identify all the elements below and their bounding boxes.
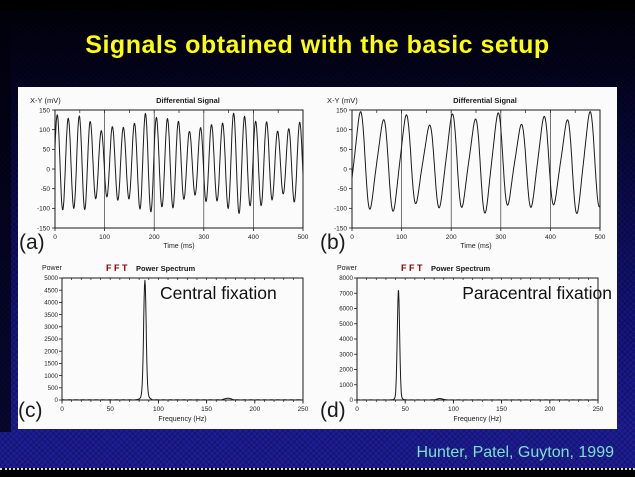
y-axis-label: Power bbox=[337, 265, 358, 272]
top-border-bar bbox=[0, 0, 635, 10]
x-tick-label: 0 bbox=[53, 234, 57, 241]
y-tick-label: 0 bbox=[350, 397, 354, 404]
panel-letter: (a) bbox=[19, 231, 45, 254]
y-tick-label: 1000 bbox=[339, 382, 353, 389]
chart-title: Power Spectrum bbox=[136, 264, 196, 273]
chart-c: Power FFT Power Spectrum Central fixation 0 5… bbox=[18, 263, 309, 423]
x-tick-label: 100 bbox=[99, 234, 110, 241]
y-tick-label: 2000 bbox=[44, 348, 58, 355]
x-tick-label: 0 bbox=[350, 234, 354, 241]
slide-title: Signals obtained with the basic setup bbox=[85, 31, 550, 59]
x-tick-label: 0 bbox=[355, 406, 359, 413]
x-tick-label: 200 bbox=[446, 234, 457, 241]
y-tick-label: 0 bbox=[55, 397, 59, 404]
y-tick-label: 150 bbox=[336, 107, 347, 114]
y-tick-label: 100 bbox=[39, 127, 50, 134]
x-tick-label: 100 bbox=[448, 406, 459, 413]
x-tick-label: 0 bbox=[60, 406, 64, 413]
y-tick-label: 2000 bbox=[339, 367, 353, 374]
y-tick-label: 0 bbox=[46, 166, 50, 173]
figure-panel: X-Y (mV) Differential Signal 150 100 50 0 -50-… bbox=[18, 87, 617, 429]
y-axis-label: X-Y (mV) bbox=[30, 96, 61, 105]
y-tick-label: 500 bbox=[48, 385, 59, 392]
y-tick-label: 0 bbox=[343, 166, 347, 173]
y-tick-label: -100 bbox=[37, 206, 50, 213]
x-tick-label: 400 bbox=[545, 234, 556, 241]
fixation-annotation: Paracentral fixation bbox=[462, 283, 612, 303]
y-tick-label: 100 bbox=[336, 127, 347, 134]
x-tick-label: 100 bbox=[153, 406, 164, 413]
y-tick-label: -50 bbox=[338, 186, 348, 193]
chart-b: X-Y (mV) Differential Signal150100500-50-… bbox=[320, 96, 606, 254]
chart-title: Differential Signal bbox=[156, 96, 220, 105]
x-tick-label: 300 bbox=[198, 234, 209, 241]
y-tick-label: 5000 bbox=[339, 321, 353, 328]
x-axis-label: Time (ms) bbox=[163, 243, 194, 250]
x-tick-label: 500 bbox=[298, 234, 309, 241]
x-tick-label: 500 bbox=[595, 234, 606, 241]
y-tick-label: 1500 bbox=[44, 361, 58, 368]
y-tick-label: 4000 bbox=[44, 300, 58, 307]
data-series-line bbox=[54, 112, 304, 214]
chart-d: Power FFT Power Spectrum Paracentral fixati… bbox=[320, 263, 612, 423]
y-tick-label: 3000 bbox=[44, 324, 58, 331]
y-tick-label: 50 bbox=[340, 147, 348, 154]
x-tick-label: 250 bbox=[298, 406, 309, 413]
y-tick-label: 2500 bbox=[44, 336, 58, 343]
fixation-annotation: Central fixation bbox=[160, 283, 277, 303]
y-tick-label: 1000 bbox=[44, 373, 58, 380]
y-tick-label: 6000 bbox=[339, 306, 353, 313]
y-axis-label: Power bbox=[42, 265, 63, 272]
data-series-line bbox=[356, 290, 599, 401]
y-axis-label: X-Y (mV) bbox=[327, 96, 358, 105]
y-tick-label: 5000 bbox=[44, 275, 58, 282]
y-tick-label: 8000 bbox=[339, 275, 353, 282]
x-tick-label: 300 bbox=[495, 234, 506, 241]
panel-letter: (b) bbox=[320, 231, 346, 254]
x-axis-label: Frequency (Hz) bbox=[453, 416, 501, 423]
x-tick-label: 50 bbox=[107, 406, 115, 413]
x-tick-label: 200 bbox=[149, 234, 160, 241]
x-tick-label: 250 bbox=[593, 406, 604, 413]
bottom-border-bar bbox=[0, 468, 635, 477]
panel-letter: (c) bbox=[18, 399, 43, 422]
y-tick-label: 7000 bbox=[339, 290, 353, 297]
panel-letter: (d) bbox=[320, 399, 346, 422]
x-tick-label: 200 bbox=[544, 406, 555, 413]
data-series-line bbox=[351, 111, 601, 214]
y-tick-label: 3500 bbox=[44, 312, 58, 319]
y-tick-label: 50 bbox=[43, 147, 51, 154]
y-tick-label: 4000 bbox=[339, 336, 353, 343]
data-series-line bbox=[61, 279, 304, 401]
y-tick-label: -150 bbox=[334, 225, 347, 232]
x-tick-label: 150 bbox=[496, 406, 507, 413]
x-tick-label: 400 bbox=[248, 234, 259, 241]
x-tick-label: 50 bbox=[402, 406, 410, 413]
y-tick-label: -150 bbox=[37, 225, 50, 232]
y-tick-label: 150 bbox=[39, 107, 50, 114]
chart-title: Differential Signal bbox=[453, 96, 517, 105]
y-tick-label: -100 bbox=[334, 206, 347, 213]
x-axis-label: Time (ms) bbox=[460, 243, 491, 250]
x-tick-label: 200 bbox=[249, 406, 260, 413]
fft-label: FFT bbox=[106, 263, 130, 273]
left-shadow-strip bbox=[0, 10, 11, 432]
x-tick-label: 150 bbox=[201, 406, 212, 413]
chart-a: X-Y (mV) Differential Signal150100500-50-… bbox=[19, 96, 309, 254]
y-tick-label: 3000 bbox=[339, 351, 353, 358]
x-tick-label: 100 bbox=[396, 234, 407, 241]
x-axis-label: Frequency (Hz) bbox=[158, 416, 206, 423]
citation-text: Hunter, Patel, Guyton, 1999 bbox=[416, 444, 614, 461]
fft-label: FFT bbox=[401, 263, 425, 273]
y-tick-label: 4500 bbox=[44, 287, 58, 294]
chart-title: Power Spectrum bbox=[431, 264, 491, 273]
y-tick-label: -50 bbox=[41, 186, 51, 193]
